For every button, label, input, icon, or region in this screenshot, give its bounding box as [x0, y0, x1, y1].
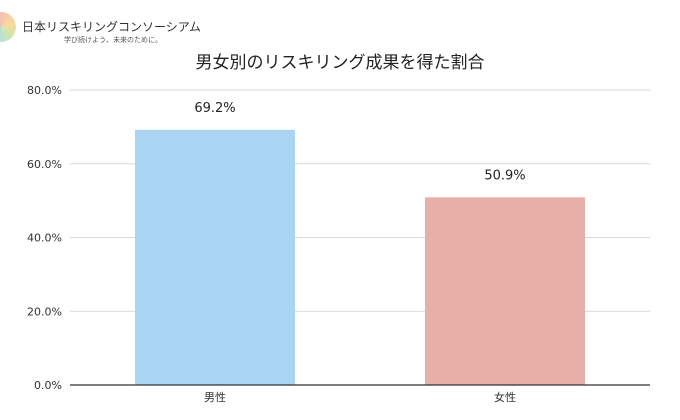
consortium-logo-icon — [0, 12, 16, 42]
x-tick-label: 男性 — [204, 390, 226, 404]
bar-female — [425, 197, 585, 385]
brand-tagline: 学び続けよう、未来のために。 — [64, 36, 162, 44]
data-label: 69.2% — [194, 101, 235, 116]
y-tick-label: 20.0% — [27, 305, 62, 318]
y-tick-label: 80.0% — [27, 84, 62, 97]
brand-header: 日本リスキリングコンソーシアム 学び続けよう、未来のために。 — [0, 8, 260, 48]
bar-male — [135, 129, 295, 385]
y-tick-label: 40.0% — [27, 232, 62, 245]
y-tick-label: 60.0% — [27, 158, 62, 171]
chart-title: 男女別のリスキリング成果を得た割合 — [195, 53, 485, 73]
x-tick-label: 女性 — [494, 390, 516, 404]
data-label: 50.9% — [484, 168, 525, 183]
brand-name: 日本リスキリングコンソーシアム — [22, 20, 201, 34]
y-tick-label: 0.0% — [34, 379, 62, 392]
